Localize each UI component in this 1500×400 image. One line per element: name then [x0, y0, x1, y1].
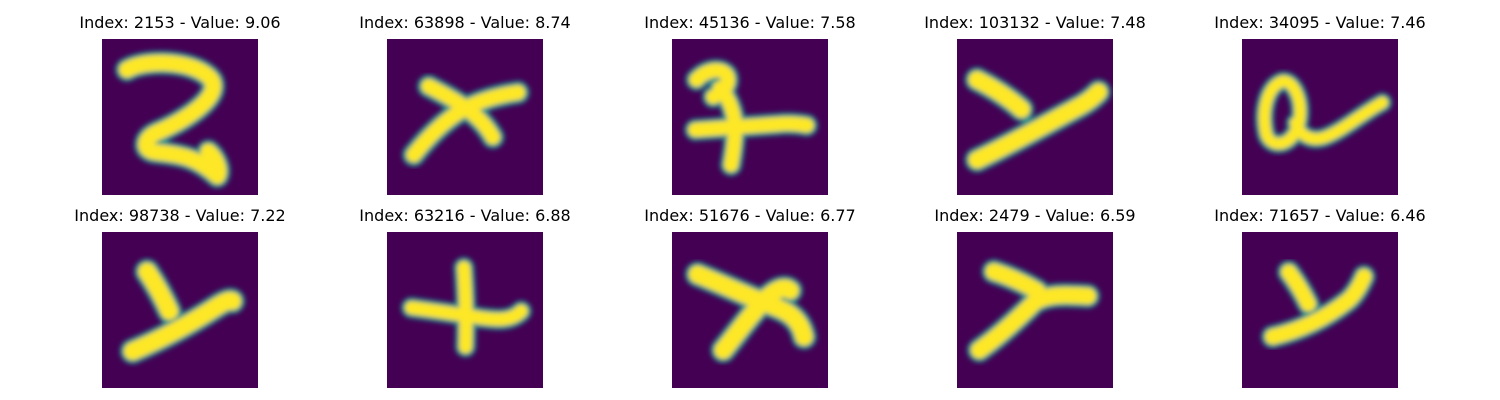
panel-title: Index: 63216 - Value: 6.88 — [359, 206, 571, 225]
arrow-like-image — [387, 39, 543, 195]
panel-4: Index: 103132 - Value: 7.48 — [893, 10, 1177, 195]
panel-title: Index: 51676 - Value: 6.77 — [644, 206, 856, 225]
y-shaped-image — [957, 232, 1113, 388]
y-shaped-image — [102, 232, 258, 388]
panel-8: Index: 51676 - Value: 6.77 — [608, 203, 892, 388]
panel-title: Index: 103132 - Value: 7.48 — [924, 13, 1146, 32]
panel-3: Index: 45136 - Value: 7.58 — [608, 10, 892, 195]
panel-9: Index: 2479 - Value: 6.59 — [893, 203, 1177, 388]
panel-title: Index: 45136 - Value: 7.58 — [644, 13, 856, 32]
panel-title: Index: 2479 - Value: 6.59 — [934, 206, 1136, 225]
panel-10: Index: 71657 - Value: 6.46 — [1178, 203, 1462, 388]
y-shaped-image — [957, 39, 1113, 195]
plus-shaped-image — [387, 232, 543, 388]
y-shaped-image — [1242, 232, 1398, 388]
panel-2: Index: 63898 - Value: 8.74 — [323, 10, 607, 195]
crossed-stroke-image — [672, 39, 828, 195]
panel-1: Index: 2153 - Value: 9.06 — [38, 10, 322, 195]
panel-title: Index: 71657 - Value: 6.46 — [1214, 206, 1426, 225]
looped-stroke-image — [1242, 39, 1398, 195]
panel-5: Index: 34095 - Value: 7.46 — [1178, 10, 1462, 195]
panel-6: Index: 98738 - Value: 7.22 — [38, 203, 322, 388]
panel-title: Index: 34095 - Value: 7.46 — [1214, 13, 1426, 32]
panel-7: Index: 63216 - Value: 6.88 — [323, 203, 607, 388]
panel-title: Index: 98738 - Value: 7.22 — [74, 206, 286, 225]
panel-title: Index: 2153 - Value: 9.06 — [79, 13, 281, 32]
panel-title: Index: 63898 - Value: 8.74 — [359, 13, 571, 32]
arrow-like-image — [672, 232, 828, 388]
digit-2-image — [102, 39, 258, 195]
